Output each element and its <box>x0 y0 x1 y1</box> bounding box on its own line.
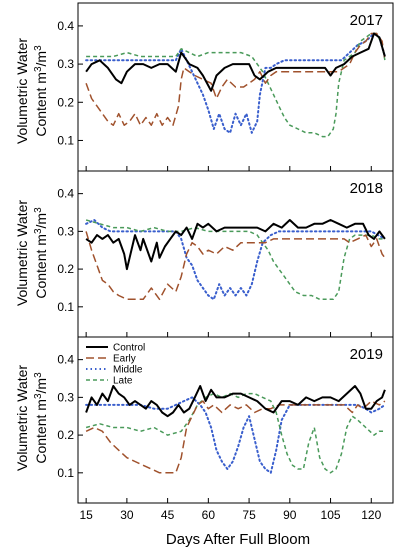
y-title-sup-a: 3 <box>33 66 44 72</box>
y-tick-label: 0.2 <box>57 262 74 276</box>
y-title-line1: Volumetric Water <box>14 365 30 471</box>
y-tick-label: 0.3 <box>57 57 74 71</box>
series-late-line <box>85 392 385 474</box>
y-tick-label: 0.3 <box>57 224 74 238</box>
legend-label-middle: Middle <box>113 365 143 376</box>
x-tick-label: 15 <box>79 508 93 522</box>
y-tick-label: 0.2 <box>57 95 74 109</box>
y-title-part-b: /m <box>33 378 49 394</box>
x-tick-label: 120 <box>361 508 381 522</box>
panel-2017: 0.1 0.2 0.3 0.4 2017 <box>57 2 394 172</box>
y-title-part-a: Content m <box>33 399 49 464</box>
panel-2019: 0.1 0.2 0.3 0.4 15 30 45 60 75 90 105 120 2019 <box>57 336 394 522</box>
y-tick-label: 0.4 <box>57 19 74 33</box>
x-tick-label: 30 <box>120 508 134 522</box>
series-early-line <box>85 400 386 474</box>
y-tick-label: 0.2 <box>57 428 74 442</box>
y-axis-title-2018: Volumetric Water Content m3/m3 <box>14 200 49 306</box>
legend-label-late: Late <box>113 376 133 387</box>
x-axis-title: Days After Full Bloom <box>166 531 310 548</box>
y-tick-label: 0.4 <box>57 187 74 201</box>
y-tick-label: 0.1 <box>57 466 74 480</box>
legend-label-early: Early <box>113 354 136 365</box>
y-axis-title-2019: Volumetric Water Content m3/m3 <box>14 365 49 471</box>
x-tick-label: 90 <box>283 508 297 522</box>
panel-year-label: 2018 <box>350 180 383 197</box>
y-title-part-a: Content m <box>33 234 49 299</box>
y-tick-label: 0.3 <box>57 390 74 404</box>
x-tick-label: 60 <box>202 508 216 522</box>
y-title-part-a: Content m <box>33 72 49 137</box>
series-late-line <box>85 219 385 301</box>
legend-label-control: Control <box>113 343 145 354</box>
y-title-line2: Content m3/m3 <box>33 372 49 464</box>
y-title-line2: Content m3/m3 <box>33 45 49 137</box>
y-title-sup-b: 3 <box>33 45 44 51</box>
series-middle-line <box>85 219 386 301</box>
series-early-line <box>85 32 386 126</box>
y-tick-label: 0.1 <box>57 300 74 314</box>
panel-2018: 0.1 0.2 0.3 0.4 2018 <box>57 170 394 338</box>
y-title-line1: Volumetric Water <box>14 38 30 144</box>
series-control-line <box>85 219 386 271</box>
y-title-sup-b: 3 <box>33 207 44 213</box>
series-control-line <box>85 385 386 418</box>
panel-year-label: 2019 <box>350 346 383 363</box>
y-tick-label: 0.1 <box>57 133 74 147</box>
series-late-line <box>86 32 386 138</box>
y-axis-title-2017: Volumetric Water Content m3/m3 <box>14 38 49 144</box>
y-title-part-b: /m <box>33 213 49 229</box>
x-tick-label: 75 <box>242 508 256 522</box>
y-title-part-b: /m <box>33 51 49 67</box>
panel-year-label: 2017 <box>350 12 383 29</box>
series-control-line <box>85 32 386 92</box>
y-title-line2: Content m3/m3 <box>33 207 49 299</box>
series-middle-line <box>85 396 386 474</box>
y-tick-label: 0.4 <box>57 353 74 367</box>
y-title-sup-a: 3 <box>33 228 44 234</box>
series-middle-line <box>85 32 386 134</box>
y-title-sup-a: 3 <box>33 393 44 399</box>
x-tick-label: 45 <box>161 508 175 522</box>
x-tick-label: 105 <box>321 508 341 522</box>
plot-frame <box>77 336 394 504</box>
series-early-line <box>85 231 386 301</box>
y-title-sup-b: 3 <box>33 372 44 378</box>
y-title-line1: Volumetric Water <box>14 200 30 306</box>
